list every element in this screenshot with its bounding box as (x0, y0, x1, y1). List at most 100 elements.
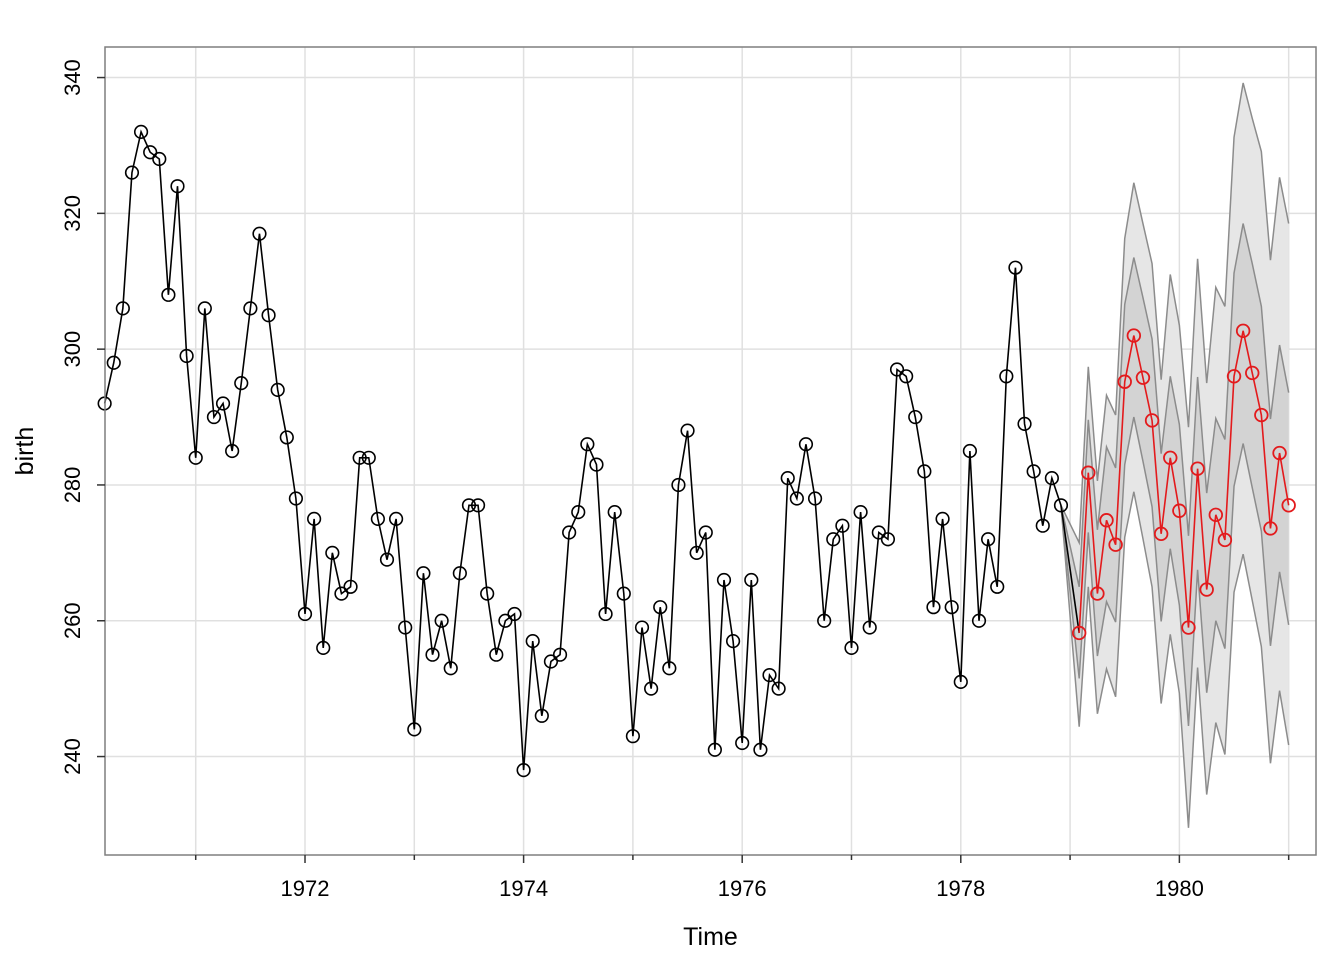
observed-point (689, 545, 704, 560)
observed-point (261, 308, 276, 323)
observed-point (316, 640, 331, 656)
forecast-point (1144, 413, 1160, 428)
observed-point (716, 572, 732, 588)
y-tick-label: 340 (60, 59, 85, 96)
observed-point (188, 450, 203, 465)
observed-point (270, 382, 285, 397)
y-tick-label: 280 (60, 467, 85, 504)
observed-point (662, 661, 677, 676)
forecast-point (1226, 369, 1242, 384)
observed-point (489, 647, 504, 662)
observed-point (817, 613, 832, 628)
interval-80-band (1060, 223, 1289, 726)
observed-point (990, 579, 1005, 594)
observed-point (671, 477, 686, 493)
forecast-point (1199, 582, 1214, 597)
observed-point (516, 763, 531, 778)
forecast-point (1153, 526, 1169, 542)
observed-point (480, 586, 495, 601)
observed-point (361, 450, 376, 465)
observed-point (889, 362, 905, 377)
forecast-point (1163, 450, 1178, 465)
observed-point (971, 613, 987, 628)
observed-point (625, 729, 641, 744)
forecast-point (1099, 513, 1114, 528)
observed-point (170, 179, 185, 194)
y-axis-title: birth (11, 427, 39, 476)
observed-point (899, 369, 914, 384)
observed-point (644, 681, 659, 696)
observed-point (234, 376, 249, 391)
observed-point (461, 498, 477, 513)
observed-point (161, 287, 176, 302)
observed-point (598, 606, 613, 622)
observed-point (215, 396, 231, 411)
observed-point (525, 634, 540, 649)
prediction-intervals (1060, 82, 1290, 828)
observed-point (844, 640, 859, 656)
forecast-point (1190, 461, 1205, 476)
observed-point (252, 226, 267, 241)
observed-point (580, 437, 595, 452)
observed-point (981, 532, 996, 547)
axes: 240 260 280 300 320 340 1972 1974 1976 1978 1980 (60, 59, 1290, 901)
observed-point (562, 525, 577, 540)
observed-point (607, 505, 622, 520)
observed-point (862, 620, 877, 635)
forecast-point (1108, 537, 1123, 552)
forecast-point (1245, 365, 1260, 381)
observed-point (999, 369, 1014, 384)
y-tick-label: 300 (60, 331, 85, 368)
observed-point (835, 518, 850, 533)
observed-point (288, 491, 304, 506)
observed-point (206, 409, 222, 425)
x-tick-label: 1972 (281, 876, 330, 901)
observed-point (225, 443, 240, 459)
forecast-point (1117, 374, 1132, 389)
observed-point (115, 301, 130, 316)
x-tick-label: 1976 (718, 876, 767, 901)
y-tick-label: 260 (60, 602, 85, 639)
forecast-point (1217, 532, 1233, 548)
observed-point (1026, 464, 1041, 479)
observed-point (434, 613, 449, 628)
observed-point (1008, 260, 1023, 275)
interval-80-upper-line (1060, 223, 1290, 587)
observed-point (917, 464, 932, 479)
x-tick-label: 1980 (1155, 876, 1204, 901)
observed-point (707, 742, 722, 757)
observed-point (871, 525, 886, 540)
observed-point (325, 545, 340, 560)
observed-point (133, 124, 149, 139)
forecast-point (1172, 503, 1187, 518)
observed-point (653, 600, 668, 615)
observed-point (1017, 416, 1032, 431)
observed-point (398, 620, 413, 635)
observed-point (880, 532, 896, 547)
observed-point (152, 151, 167, 167)
observed-point (416, 566, 431, 581)
observed-point (425, 647, 440, 662)
observed-point (762, 667, 777, 683)
observed-point (334, 586, 349, 601)
observed-point (944, 600, 959, 615)
observed-point (634, 620, 650, 635)
interval-95-upper-line (1060, 82, 1290, 546)
y-tick-label: 240 (60, 738, 85, 775)
observed-point (807, 491, 823, 506)
observed-point (307, 511, 322, 526)
observed-point (571, 505, 586, 520)
forecast-point (1208, 507, 1224, 523)
forecast-point (1126, 328, 1142, 343)
observed-point (507, 606, 522, 622)
observed-point (789, 491, 804, 506)
observed-point (243, 301, 258, 316)
observed-point (124, 165, 140, 180)
interval-95-lower-line (1060, 491, 1290, 828)
observed-point (962, 443, 977, 459)
observed-point (534, 708, 549, 723)
observed-point (543, 654, 559, 669)
observed-point (735, 735, 750, 751)
